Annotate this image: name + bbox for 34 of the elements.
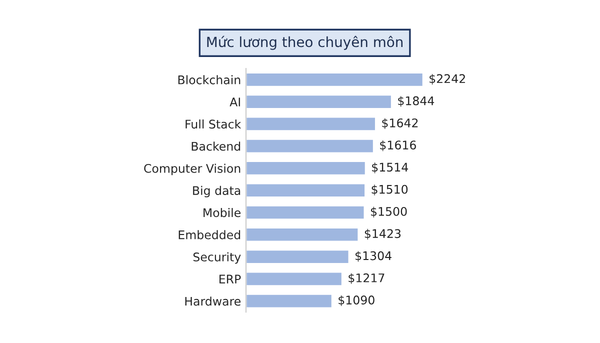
bar [246, 271, 343, 286]
y-tick-label: Embedded [178, 230, 240, 240]
bar [246, 138, 374, 154]
data-label: $2242 [430, 74, 465, 85]
y-tick-label: Big data [193, 186, 240, 198]
bar [246, 294, 333, 309]
y-tick-label: Backend [192, 142, 240, 151]
data-label: $1423 [364, 228, 401, 240]
y-tick-label: Blockchain [178, 75, 240, 84]
data-label: $1514 [372, 162, 408, 174]
data-label: $1090 [338, 295, 374, 306]
bar [246, 160, 366, 176]
chart-title: Mức lương theo chuyên môn [207, 36, 403, 50]
bar [246, 182, 366, 198]
bar [246, 116, 376, 132]
bar [246, 227, 360, 242]
bar [246, 249, 350, 264]
bar [246, 72, 424, 88]
data-label: $1217 [348, 273, 384, 284]
y-tick-label: Full Stack [186, 119, 242, 129]
bar [246, 94, 392, 110]
data-label: $1616 [380, 140, 416, 152]
data-label: $1510 [372, 184, 408, 196]
data-label: $1844 [398, 96, 434, 107]
y-tick-label: Hardware [185, 296, 241, 306]
data-label: $1304 [356, 251, 392, 262]
data-label: $1500 [370, 206, 407, 218]
y-tick-label: Computer Vision [144, 164, 240, 176]
y-tick-label: ERP [220, 274, 241, 284]
data-label: $1642 [382, 118, 418, 129]
y-tick-label: AI [230, 98, 240, 106]
y-tick-label: Security [193, 252, 241, 264]
bar [246, 204, 366, 220]
y-tick-label: Mobile [204, 208, 241, 218]
